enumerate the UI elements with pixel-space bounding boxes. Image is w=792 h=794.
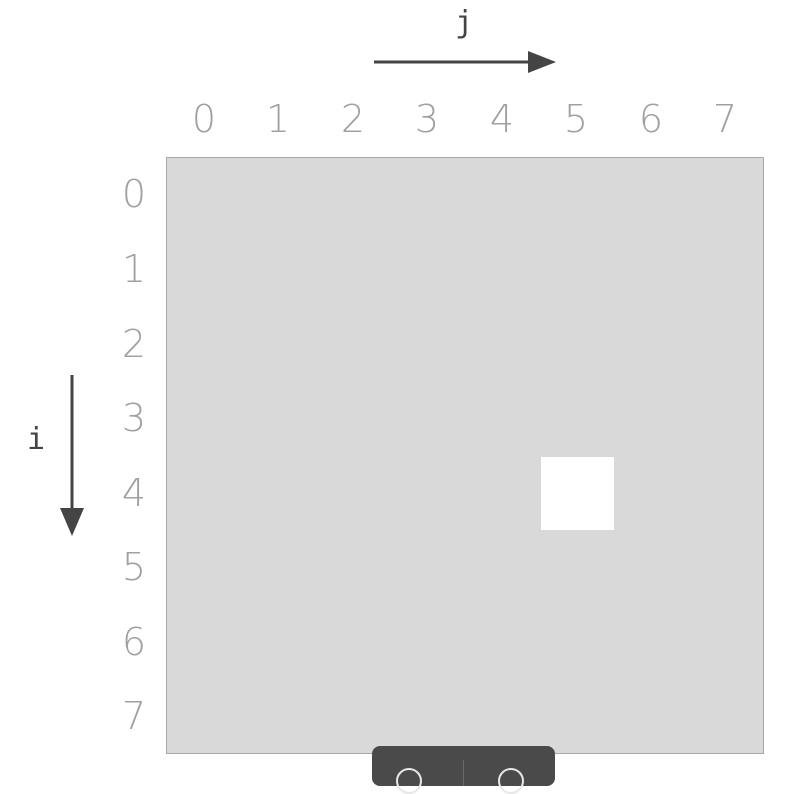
column-direction-arrow-icon bbox=[374, 51, 556, 73]
column-tick-label: 3 bbox=[414, 97, 440, 141]
row-tick-label: 1 bbox=[121, 247, 147, 291]
bottom-toolbar bbox=[372, 746, 555, 794]
column-tick-label: 2 bbox=[340, 97, 366, 141]
column-tick-label: 5 bbox=[563, 97, 589, 141]
column-tick-label: 6 bbox=[638, 97, 664, 141]
row-tick-label: 2 bbox=[121, 322, 147, 366]
highlighted-cell bbox=[541, 457, 614, 530]
row-tick-label: 5 bbox=[121, 545, 147, 589]
column-axis-label: j bbox=[455, 5, 474, 40]
column-tick-label: 4 bbox=[489, 97, 515, 141]
column-tick-label: 1 bbox=[265, 97, 291, 141]
column-tick-label: 0 bbox=[191, 97, 217, 141]
row-tick-label: 4 bbox=[121, 471, 147, 515]
row-tick-label: 7 bbox=[121, 694, 147, 738]
row-tick-label: 0 bbox=[121, 172, 147, 216]
row-tick-label: 6 bbox=[121, 620, 147, 664]
column-tick-label: 7 bbox=[712, 97, 738, 141]
row-tick-label: 3 bbox=[121, 396, 147, 440]
toolbar-divider bbox=[463, 760, 464, 786]
grid-area bbox=[166, 157, 764, 754]
circle-button-icon[interactable] bbox=[396, 768, 422, 794]
row-direction-arrow-icon bbox=[60, 375, 84, 536]
circle-button-icon[interactable] bbox=[498, 768, 524, 794]
row-axis-label: i bbox=[27, 422, 46, 457]
